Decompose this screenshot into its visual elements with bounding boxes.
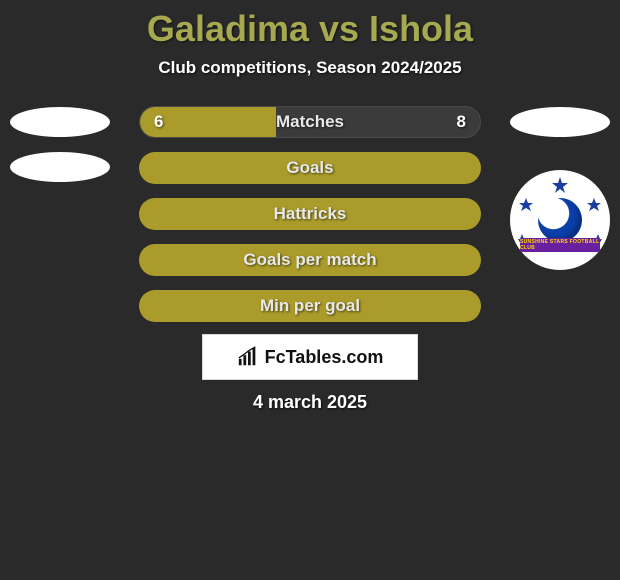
- watermark: FcTables.com: [202, 334, 418, 380]
- bar-matches: 6 Matches 8: [139, 106, 481, 138]
- watermark-text: FcTables.com: [265, 347, 384, 368]
- team-logo-right: SUNSHINE STARS FOOTBALL CLUB: [510, 170, 610, 270]
- page-title: Galadima vs Ishola: [0, 8, 620, 50]
- bar-hattricks: Hattricks: [139, 198, 481, 230]
- chart-icon: [237, 346, 259, 368]
- player-badge-left: [10, 107, 110, 137]
- team-logo-banner: SUNSHINE STARS FOOTBALL CLUB: [520, 238, 600, 252]
- label-goals: Goals: [286, 158, 333, 178]
- row-mpg: Min per goal: [0, 288, 620, 324]
- value-left-matches: 6: [154, 112, 163, 132]
- label-gpm: Goals per match: [243, 250, 376, 270]
- player-badge-right: [510, 107, 610, 137]
- bar-gpm: Goals per match: [139, 244, 481, 276]
- comparison-card: Galadima vs Ishola Club competitions, Se…: [0, 0, 620, 413]
- value-right-matches: 8: [457, 112, 466, 132]
- label-matches: Matches: [276, 112, 344, 132]
- bar-mpg: Min per goal: [139, 290, 481, 322]
- date-text: 4 march 2025: [0, 392, 620, 413]
- label-mpg: Min per goal: [260, 296, 360, 316]
- row-matches: 6 Matches 8: [0, 104, 620, 140]
- player-badge-left-2: [10, 152, 110, 182]
- bar-goals: Goals: [139, 152, 481, 184]
- team-logo-ball-icon: [538, 198, 582, 242]
- subtitle: Club competitions, Season 2024/2025: [0, 58, 620, 78]
- label-hattricks: Hattricks: [274, 204, 347, 224]
